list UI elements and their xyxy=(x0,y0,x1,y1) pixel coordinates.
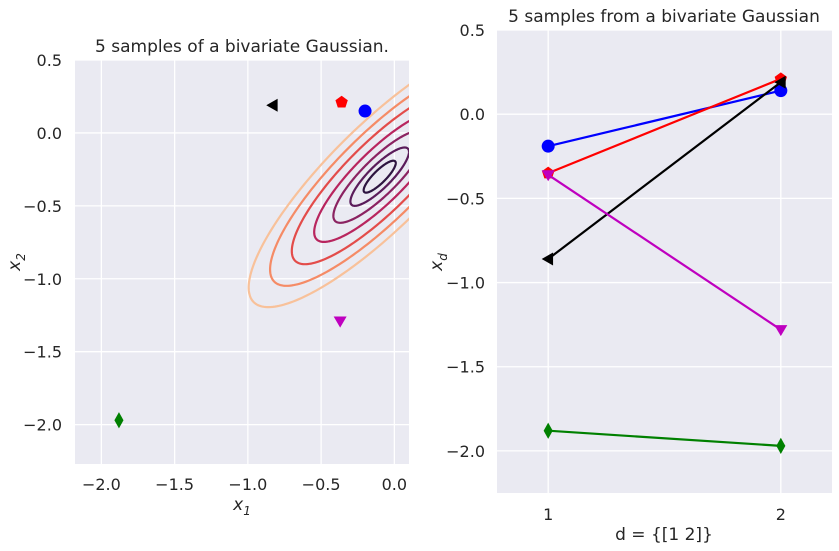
lines-y-tick-label: 0.5 xyxy=(460,21,485,40)
lines-y-axis-label: xd xyxy=(427,253,450,272)
sample-marker-triangle-down xyxy=(333,316,347,328)
series-line xyxy=(547,173,782,331)
series-line xyxy=(547,81,782,260)
contour-gridlines xyxy=(75,59,409,464)
contour-x-tick-label: −0.5 xyxy=(302,475,341,494)
contour-line xyxy=(349,146,409,207)
lines-series xyxy=(541,72,788,454)
lines-x-tick-label: 2 xyxy=(776,505,786,524)
lines-x-tick-label: 1 xyxy=(543,505,553,524)
contour-lines xyxy=(247,83,409,309)
sample-marker-triangle-left xyxy=(266,98,278,112)
contour-x-axis-label: x1 xyxy=(232,495,251,518)
contour-y-axis-label: x2 xyxy=(5,253,28,272)
contour-y-tick-label: −2.0 xyxy=(23,416,62,435)
contour-y-tick-label: 0.0 xyxy=(37,124,62,143)
series-point-triangle-left xyxy=(541,252,554,266)
lines-y-tick-label: −1.5 xyxy=(446,358,485,377)
contour-y-tick-label: −1.5 xyxy=(23,343,62,362)
lines-y-tick-label: −1.0 xyxy=(446,274,485,293)
sample-marker-pentagon xyxy=(335,95,348,108)
contour-x-tick-label: 0.0 xyxy=(382,475,407,494)
contour-y-tick-labels: 0.5 0.0 −0.5 −1.0 −1.5 −2.0 xyxy=(23,51,62,435)
contour-line xyxy=(290,107,409,266)
contour-x-tick-label: −1.0 xyxy=(228,475,267,494)
lines-y-tick-label: −0.5 xyxy=(446,189,485,208)
series-triangle-left xyxy=(541,75,786,266)
contour-y-tick-label: −0.5 xyxy=(23,197,62,216)
lines-y-tick-label: −2.0 xyxy=(446,442,485,461)
series-point-triangle-down xyxy=(541,170,555,182)
contour-x-tick-label: −1.5 xyxy=(155,475,194,494)
sample-marker-circle xyxy=(358,104,372,118)
contour-x-tick-label: −2.0 xyxy=(82,475,121,494)
sample-marker-diamond xyxy=(114,412,124,429)
series-line xyxy=(548,429,781,447)
series-triangle-down xyxy=(541,170,788,337)
contour-plot-background xyxy=(75,60,409,464)
contour-sample-markers xyxy=(114,95,372,429)
lines-title: 5 samples from a bivariate Gaussian xyxy=(508,7,820,27)
contour-line xyxy=(247,83,409,309)
contour-line xyxy=(313,119,409,243)
series-point-diamond xyxy=(776,437,786,454)
lines-y-tick-labels: 0.5 0.0 −0.5 −1.0 −1.5 −2.0 xyxy=(446,21,485,461)
series-diamond xyxy=(543,422,786,454)
contour-y-tick-label: −1.0 xyxy=(23,270,62,289)
contour-y-tick-label: 0.5 xyxy=(37,51,62,70)
series-point-triangle-down xyxy=(774,325,788,337)
contour-line xyxy=(362,159,397,194)
series-point-circle xyxy=(541,139,555,153)
contour-title: 5 samples of a bivariate Gaussian. xyxy=(95,37,389,57)
lines-y-tick-label: 0.0 xyxy=(460,105,485,124)
series-point-diamond xyxy=(543,422,553,439)
series-circle xyxy=(541,84,788,153)
series-line xyxy=(547,89,782,148)
lines-x-axis-label: d = {[1 2]} xyxy=(615,525,713,545)
contour-line xyxy=(268,95,409,287)
contour-x-tick-labels: −2.0 −1.5 −1.0 −0.5 0.0 xyxy=(82,475,407,494)
contour-panel: −2.0 −1.5 −1.0 −0.5 0.0 0.50.0−0.5−1.0−1.5−2… xyxy=(5,37,409,518)
series-line xyxy=(547,77,782,175)
contour-line xyxy=(332,131,409,224)
series-point-triangle-left xyxy=(774,75,786,89)
